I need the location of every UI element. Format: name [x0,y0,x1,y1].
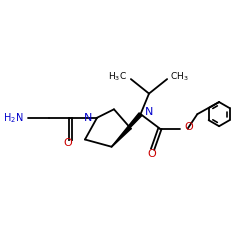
Text: N: N [84,113,93,123]
Text: O: O [147,148,156,158]
Text: H$_2$N: H$_2$N [3,111,24,125]
Text: H$_3$C: H$_3$C [108,70,127,83]
Text: O: O [63,138,72,148]
Text: O: O [184,122,193,132]
Text: N: N [145,107,153,117]
Polygon shape [112,113,142,147]
Text: CH$_3$: CH$_3$ [170,70,189,83]
